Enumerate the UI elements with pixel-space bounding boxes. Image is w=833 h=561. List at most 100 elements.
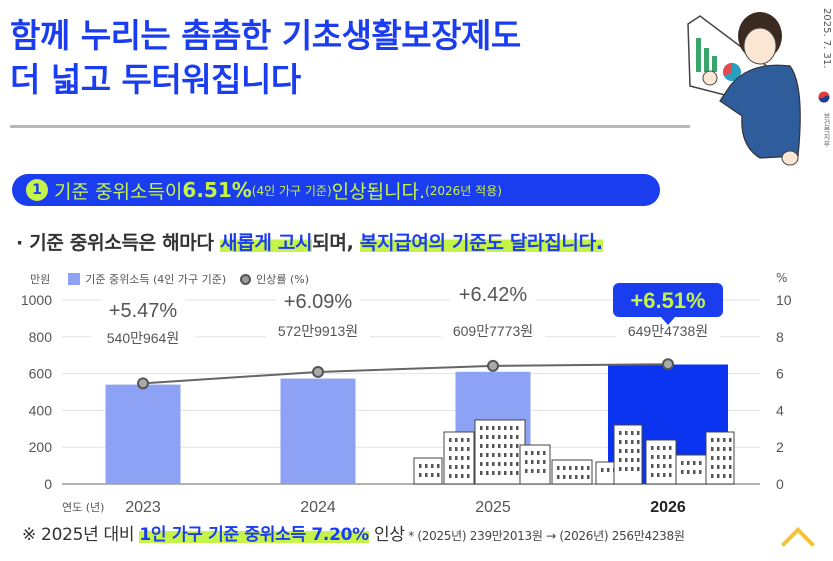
building-window: [717, 465, 720, 469]
building-window: [651, 446, 654, 450]
building-window: [663, 455, 666, 459]
footer-detail: * (2025년) 239만2013원 → (2026년) 256만4238원: [404, 529, 685, 543]
building-window: [637, 440, 640, 444]
building-window: [657, 464, 660, 468]
building-window: [504, 435, 507, 439]
building-window: [693, 470, 696, 474]
building-window: [498, 462, 501, 466]
building-window: [455, 474, 458, 478]
banner-rate: 6.51%: [182, 178, 252, 202]
building-window: [492, 471, 495, 475]
building-window: [510, 435, 513, 439]
building-window: [449, 474, 452, 478]
building-window: [619, 458, 622, 462]
building-window: [516, 471, 519, 475]
building-window: [461, 447, 464, 451]
building-window: [516, 426, 519, 430]
building-window: [711, 474, 714, 478]
footer-prefix: ※ 2025년 대비: [22, 525, 140, 545]
building-window: [467, 474, 470, 478]
building-window: [717, 438, 720, 442]
building-window: [723, 465, 726, 469]
building-window: [486, 453, 489, 457]
building-window: [455, 447, 458, 451]
x-tick-label: 2026: [650, 499, 686, 516]
x-tick-label: 2025: [475, 499, 511, 516]
y2-tick-label: 10: [776, 292, 792, 308]
building-window: [581, 466, 584, 470]
building-window: [681, 470, 684, 474]
income-chart: 0 200 400 600 800 1000 0 2 4 6 8 10 540만964원 572만9913…: [21, 283, 792, 516]
building-window: [486, 435, 489, 439]
x-tick-label: 2024: [300, 499, 336, 516]
building-window: [516, 462, 519, 466]
building-window: [467, 465, 470, 469]
rate-point-2024: [312, 365, 324, 378]
building-window: [437, 464, 440, 468]
building-window: [729, 456, 732, 460]
bullet-middle: 되며,: [312, 232, 360, 254]
building-window: [637, 458, 640, 462]
rate-label: +6.42%: [459, 284, 528, 306]
building-window: [651, 455, 654, 459]
building-window: [631, 458, 634, 462]
y2-tick-label: 8: [776, 329, 784, 345]
building-window: [631, 467, 634, 471]
building-window: [657, 455, 660, 459]
building-window: [729, 465, 732, 469]
y-tick-label: 1000: [21, 292, 52, 308]
building-window: [516, 453, 519, 457]
building-window: [480, 435, 483, 439]
value-label-bg: [441, 321, 545, 341]
building-window: [729, 474, 732, 478]
building-icon: [413, 457, 443, 485]
value-label-bg: [91, 328, 195, 348]
building-window: [486, 444, 489, 448]
building-window: [723, 447, 726, 451]
building-window: [480, 462, 483, 466]
building-window: [601, 468, 604, 472]
building-window: [449, 456, 452, 460]
building-window: [510, 471, 513, 475]
building-window: [486, 471, 489, 475]
building-window: [492, 462, 495, 466]
building-window: [625, 467, 628, 471]
building-window: [619, 431, 622, 435]
rate-callout-bg: [613, 283, 723, 317]
building-window: [723, 474, 726, 478]
y-tick-label: 600: [29, 366, 53, 382]
building-window: [619, 440, 622, 444]
rate-label-bg: [451, 283, 535, 305]
value-label: 609만7773원: [453, 323, 533, 339]
number-badge: 1: [26, 179, 48, 201]
building-window: [537, 469, 540, 473]
building-window: [431, 464, 434, 468]
building-window: [461, 438, 464, 442]
banner-text-main: 기준 중위소득이: [54, 180, 183, 203]
building-window: [498, 471, 501, 475]
building-window: [431, 473, 434, 477]
building-window: [461, 456, 464, 460]
building-window: [669, 473, 672, 477]
building-window: [625, 431, 628, 435]
y2-tick-label: 6: [776, 366, 784, 382]
building-window: [637, 431, 640, 435]
building-window: [510, 462, 513, 466]
building-window: [516, 435, 519, 439]
building-window: [729, 447, 732, 451]
building-window: [575, 466, 578, 470]
building-window: [651, 473, 654, 477]
building-window: [449, 438, 452, 442]
building-window: [525, 460, 528, 464]
legend-bar-swatch: [68, 273, 81, 285]
building-window: [531, 469, 534, 473]
building-window: [543, 469, 546, 473]
building-window: [581, 475, 584, 479]
building-window: [492, 453, 495, 457]
building-window: [723, 456, 726, 460]
building-window: [510, 453, 513, 457]
x-tick-label: 2023: [125, 499, 161, 516]
building-window: [563, 475, 566, 479]
building-window: [669, 446, 672, 450]
value-label-bg: [616, 321, 720, 341]
